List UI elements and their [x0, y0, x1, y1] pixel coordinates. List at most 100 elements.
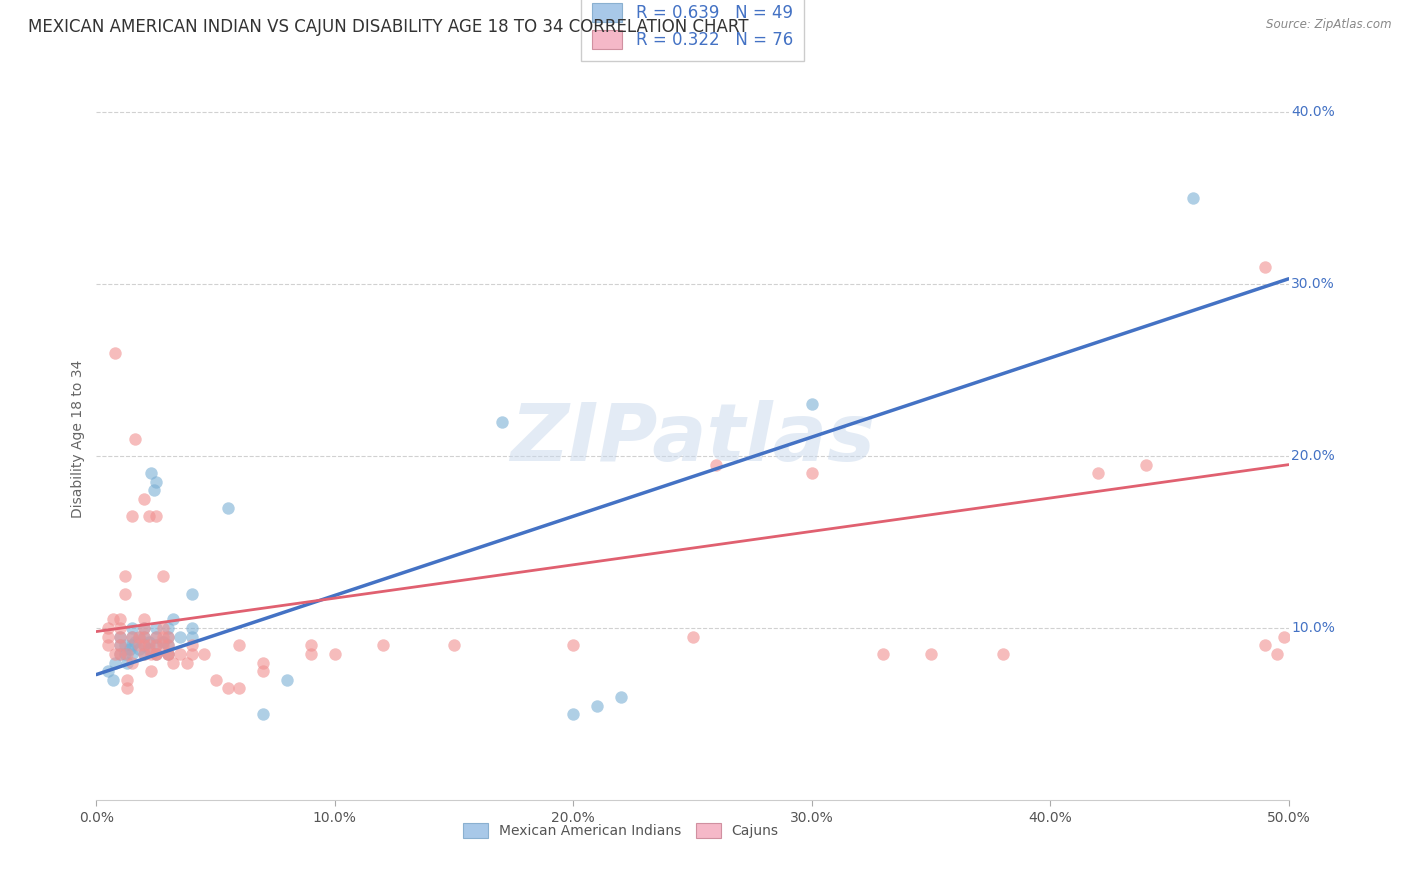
Point	[121, 621, 143, 635]
Point	[132, 638, 155, 652]
Point	[138, 638, 160, 652]
Point	[101, 613, 124, 627]
Point	[114, 569, 136, 583]
Point	[1182, 191, 1205, 205]
Point	[169, 647, 191, 661]
Text: 10.0%: 10.0%	[1291, 621, 1334, 635]
Point	[121, 656, 143, 670]
Point	[152, 635, 174, 649]
Point	[138, 635, 160, 649]
Point	[152, 569, 174, 583]
Legend: Mexican American Indians, Cajuns: Mexican American Indians, Cajuns	[458, 817, 785, 844]
Point	[141, 664, 163, 678]
Point	[156, 621, 179, 635]
Point	[117, 656, 139, 670]
Point	[108, 621, 131, 635]
Point	[491, 415, 513, 429]
Text: MEXICAN AMERICAN INDIAN VS CAJUN DISABILITY AGE 18 TO 34 CORRELATION CHART: MEXICAN AMERICAN INDIAN VS CAJUN DISABIL…	[28, 18, 748, 36]
Text: 30.0%: 30.0%	[1291, 277, 1334, 291]
Point	[117, 681, 139, 696]
Point	[108, 638, 131, 652]
Point	[108, 647, 131, 661]
Point	[108, 647, 131, 661]
Point	[991, 647, 1014, 661]
Point	[152, 638, 174, 652]
Text: 40.0%: 40.0%	[1291, 105, 1334, 119]
Point	[1265, 647, 1288, 661]
Point	[145, 475, 167, 489]
Point	[152, 630, 174, 644]
Point	[121, 630, 143, 644]
Point	[562, 707, 585, 722]
Point	[141, 647, 163, 661]
Point	[104, 345, 127, 359]
Point	[800, 397, 823, 411]
Point	[443, 638, 465, 652]
Point	[145, 630, 167, 644]
Point	[97, 664, 120, 678]
Point	[682, 630, 704, 644]
Point	[132, 621, 155, 635]
Point	[132, 647, 155, 661]
Point	[1272, 630, 1295, 644]
Point	[193, 647, 215, 661]
Point	[132, 630, 155, 644]
Point	[141, 467, 163, 481]
Point	[128, 630, 150, 644]
Point	[180, 630, 202, 644]
Point	[145, 509, 167, 524]
Point	[323, 647, 346, 661]
Point	[152, 621, 174, 635]
Point	[252, 664, 274, 678]
Point	[872, 647, 894, 661]
Point	[114, 638, 136, 652]
Point	[252, 707, 274, 722]
Point	[180, 647, 202, 661]
Point	[180, 587, 202, 601]
Point	[252, 656, 274, 670]
Point	[145, 638, 167, 652]
Point	[117, 647, 139, 661]
Point	[118, 641, 141, 656]
Point	[97, 638, 120, 652]
Point	[299, 638, 322, 652]
Point	[145, 647, 167, 661]
Point	[162, 656, 184, 670]
Point	[108, 630, 131, 644]
Text: ZIPatlas: ZIPatlas	[510, 400, 875, 478]
Point	[145, 647, 167, 661]
Point	[138, 509, 160, 524]
Point	[176, 656, 198, 670]
Point	[132, 491, 155, 506]
Point	[132, 630, 155, 644]
Point	[800, 467, 823, 481]
Point	[145, 630, 167, 644]
Point	[128, 630, 150, 644]
Point	[101, 673, 124, 687]
Point	[138, 641, 160, 656]
Point	[1087, 467, 1109, 481]
Point	[145, 638, 167, 652]
Point	[108, 613, 131, 627]
Point	[1254, 638, 1277, 652]
Point	[97, 621, 120, 635]
Point	[228, 681, 250, 696]
Point	[108, 630, 131, 644]
Point	[1254, 260, 1277, 274]
Point	[156, 647, 179, 661]
Point	[706, 458, 728, 472]
Point	[104, 656, 127, 670]
Point	[121, 630, 143, 644]
Point	[920, 647, 942, 661]
Point	[610, 690, 633, 704]
Point	[114, 647, 136, 661]
Point	[124, 432, 146, 446]
Point	[145, 647, 167, 661]
Point	[180, 638, 202, 652]
Point	[299, 647, 322, 661]
Point	[132, 647, 155, 661]
Point	[562, 638, 585, 652]
Point	[97, 630, 120, 644]
Point	[217, 500, 239, 515]
Point	[180, 621, 202, 635]
